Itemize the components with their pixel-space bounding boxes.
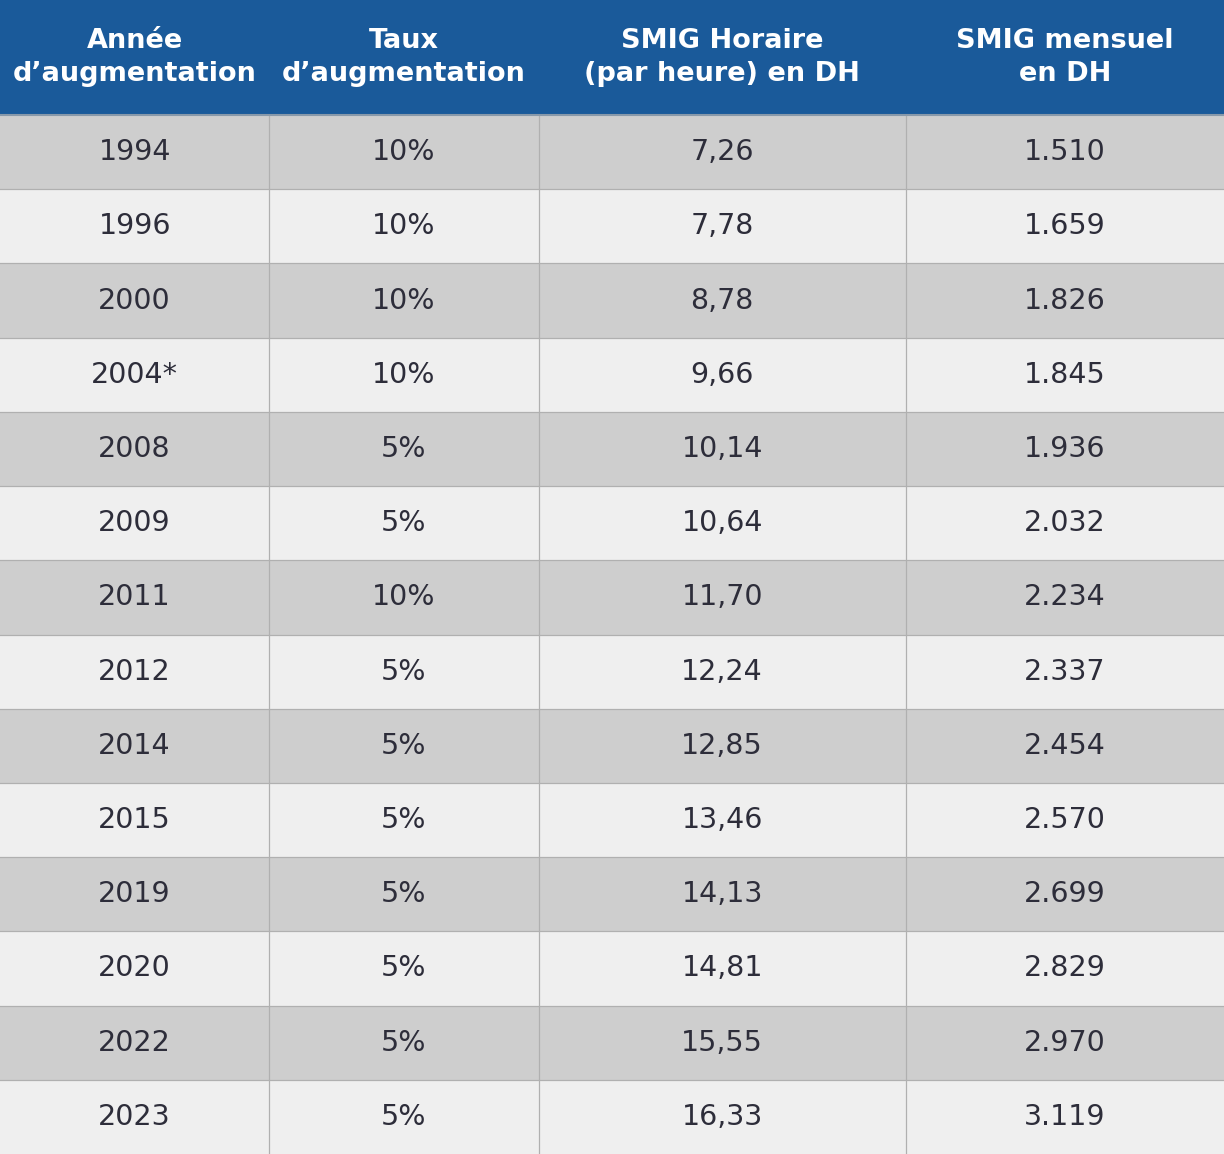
Bar (0, 1080, 1224, 1154)
Text: 2.234: 2.234 (1024, 584, 1105, 612)
Text: SMIG Horaire
(par heure) en DH: SMIG Horaire (par heure) en DH (584, 28, 860, 87)
Bar (0, 189, 1224, 263)
Text: 2.699: 2.699 (1024, 881, 1105, 908)
Text: 5%: 5% (381, 658, 427, 685)
Text: 2.032: 2.032 (1024, 509, 1105, 537)
Text: 2.570: 2.570 (1024, 805, 1105, 834)
Text: SMIG mensuel
en DH: SMIG mensuel en DH (956, 28, 1174, 87)
Bar (0, 635, 1224, 709)
Text: 2009: 2009 (98, 509, 171, 537)
Text: 10,64: 10,64 (682, 509, 763, 537)
Text: 5%: 5% (381, 509, 427, 537)
Text: 1.659: 1.659 (1024, 212, 1105, 240)
Text: 5%: 5% (381, 881, 427, 908)
Text: 15,55: 15,55 (682, 1028, 763, 1057)
Text: 10%: 10% (372, 286, 436, 315)
Text: 12,85: 12,85 (682, 732, 763, 759)
Text: 2004*: 2004* (91, 361, 179, 389)
Text: 13,46: 13,46 (682, 805, 763, 834)
Text: 5%: 5% (381, 1103, 427, 1131)
Text: 2022: 2022 (98, 1028, 171, 1057)
Text: 10%: 10% (372, 212, 436, 240)
Text: 2.829: 2.829 (1024, 954, 1105, 982)
Bar (0, 857, 1224, 931)
Text: 3.119: 3.119 (1024, 1103, 1105, 1131)
Bar (0, 1005, 1224, 1080)
Text: 5%: 5% (381, 1028, 427, 1057)
Text: 10%: 10% (372, 361, 436, 389)
Text: 11,70: 11,70 (682, 584, 763, 612)
Bar (0, 412, 1224, 486)
Text: 1.936: 1.936 (1024, 435, 1105, 463)
Bar (0, 486, 1224, 561)
Text: 2023: 2023 (98, 1103, 171, 1131)
Text: 1.845: 1.845 (1024, 361, 1105, 389)
Text: 2015: 2015 (98, 805, 171, 834)
Text: 5%: 5% (381, 435, 427, 463)
Text: 1996: 1996 (98, 212, 171, 240)
Text: 5%: 5% (381, 732, 427, 759)
Text: 2011: 2011 (98, 584, 171, 612)
Text: 7,26: 7,26 (690, 138, 754, 166)
Text: 2.454: 2.454 (1024, 732, 1105, 759)
Text: 10%: 10% (372, 138, 436, 166)
Text: 2020: 2020 (98, 954, 171, 982)
Bar (0, 561, 1224, 635)
Bar (0, 338, 1224, 412)
Text: Taux
d’augmentation: Taux d’augmentation (282, 28, 526, 87)
Bar (0, 0, 1224, 115)
Text: 2000: 2000 (98, 286, 171, 315)
Bar (0, 709, 1224, 782)
Text: 1.826: 1.826 (1024, 286, 1105, 315)
Text: 12,24: 12,24 (682, 658, 763, 685)
Text: 10%: 10% (372, 584, 436, 612)
Text: 10,14: 10,14 (682, 435, 763, 463)
Text: 1994: 1994 (98, 138, 171, 166)
Bar (0, 931, 1224, 1005)
Bar (0, 263, 1224, 338)
Text: 14,81: 14,81 (682, 954, 763, 982)
Text: 14,13: 14,13 (682, 881, 763, 908)
Text: 5%: 5% (381, 954, 427, 982)
Text: 2.970: 2.970 (1024, 1028, 1105, 1057)
Text: 9,66: 9,66 (690, 361, 754, 389)
Text: 5%: 5% (381, 805, 427, 834)
Text: 2008: 2008 (98, 435, 171, 463)
Text: 8,78: 8,78 (690, 286, 754, 315)
Text: 2012: 2012 (98, 658, 171, 685)
Bar (0, 782, 1224, 857)
Text: 1.510: 1.510 (1024, 138, 1105, 166)
Text: 2014: 2014 (98, 732, 171, 759)
Text: Année
d’augmentation: Année d’augmentation (12, 28, 257, 87)
Text: 2019: 2019 (98, 881, 171, 908)
Text: 16,33: 16,33 (682, 1103, 763, 1131)
Bar (0, 115, 1224, 189)
Text: 7,78: 7,78 (690, 212, 754, 240)
Text: 2.337: 2.337 (1024, 658, 1105, 685)
